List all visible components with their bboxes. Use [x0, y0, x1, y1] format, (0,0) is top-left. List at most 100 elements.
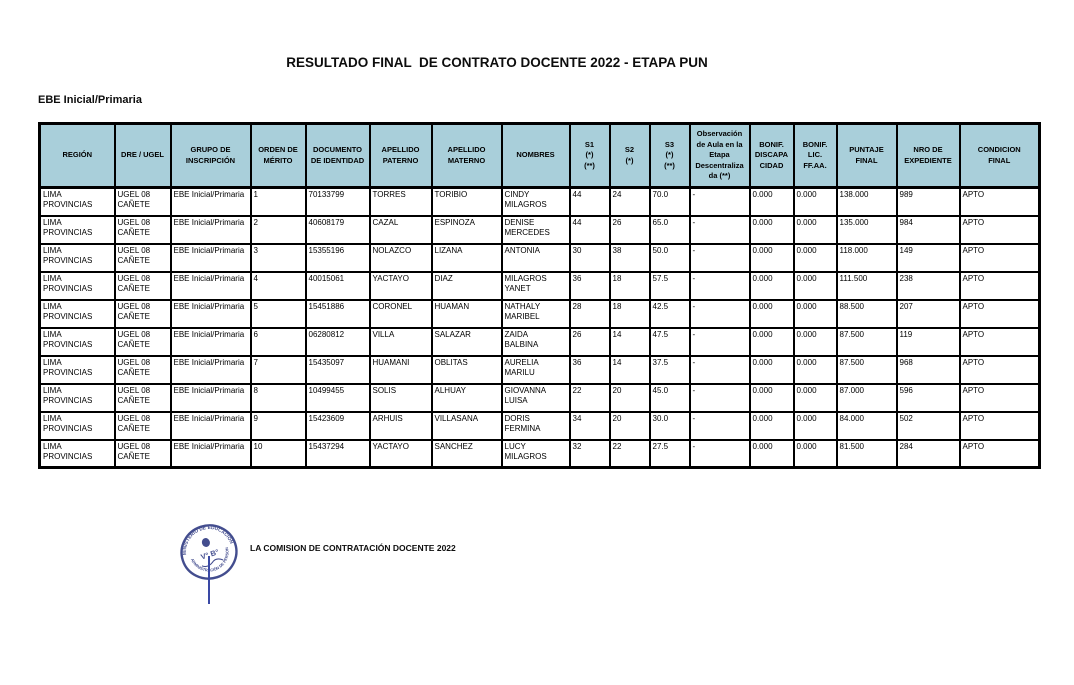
- column-header: BONIF. LIC. FF.AA.: [792, 122, 838, 189]
- seal-signature-squiggle: [201, 558, 224, 568]
- table-cell: 70.0: [648, 186, 691, 217]
- table-cell: DORIS FERMINA: [500, 410, 571, 441]
- table-cell: NOLAZCO: [368, 242, 433, 273]
- header-row: REGIÓN DRE / UGEL GRUPO DE INSCRIPCIÓN ORDE…: [38, 122, 1041, 189]
- table-cell: 40608179: [304, 214, 371, 245]
- column-header: Observación de Aula en la Etapa Descentr…: [688, 122, 751, 189]
- table-cell: 36: [568, 354, 611, 385]
- table-cell: 44: [568, 186, 611, 217]
- table-cell: ESPINOZA: [430, 214, 503, 245]
- table-cell: 14: [608, 326, 651, 357]
- table-cell: 22: [568, 382, 611, 413]
- table-cell: 984: [895, 214, 961, 245]
- table-cell: VILLASANA: [430, 410, 503, 441]
- table-cell: APTO: [958, 354, 1041, 385]
- table-cell: CORONEL: [368, 298, 433, 329]
- table-row: LIMA PROVINCIAS UGEL 08 CAÑETE EBE Inicial…: [38, 354, 1041, 385]
- table-cell: EBE Inicial/Primaria: [169, 438, 252, 469]
- table-cell: LIMA PROVINCIAS: [38, 242, 116, 273]
- table-row: LIMA PROVINCIAS UGEL 08 CAÑETE EBE Inicial…: [38, 382, 1041, 413]
- table-cell: 0.000: [792, 410, 838, 441]
- table-cell: 84.000: [835, 410, 898, 441]
- table-cell: SALAZAR: [430, 326, 503, 357]
- table-cell: -: [688, 382, 751, 413]
- table-cell: 135.000: [835, 214, 898, 245]
- table-cell: 0.000: [792, 298, 838, 329]
- table-cell: EBE Inicial/Primaria: [169, 354, 252, 385]
- table-cell: 18: [608, 270, 651, 301]
- table-row: LIMA PROVINCIAS UGEL 08 CAÑETE EBE Inicial…: [38, 242, 1041, 273]
- table-cell: -: [688, 298, 751, 329]
- table-cell: 28: [568, 298, 611, 329]
- table-cell: YACTAYO: [368, 438, 433, 469]
- table-row: LIMA PROVINCIAS UGEL 08 CAÑETE EBE Inicial…: [38, 298, 1041, 329]
- table-cell: 88.500: [835, 298, 898, 329]
- table-cell: HUAMANI: [368, 354, 433, 385]
- table-cell: 06280812: [304, 326, 371, 357]
- table-cell: 1: [249, 186, 307, 217]
- table-cell: 15423609: [304, 410, 371, 441]
- table-cell: 0.000: [792, 214, 838, 245]
- section-label: EBE Inicial/Primaria: [38, 94, 142, 106]
- column-header: GRUPO DE INSCRIPCIÓN: [169, 122, 252, 189]
- table-cell: 0.000: [748, 186, 795, 217]
- table-cell: 20: [608, 410, 651, 441]
- table-cell: -: [688, 438, 751, 469]
- table-cell: EBE Inicial/Primaria: [169, 382, 252, 413]
- table-cell: EBE Inicial/Primaria: [169, 186, 252, 217]
- table-cell: 0.000: [748, 214, 795, 245]
- table-cell: 47.5: [648, 326, 691, 357]
- table-cell: ALHUAY: [430, 382, 503, 413]
- table-cell: 0.000: [792, 326, 838, 357]
- signature-pen-line: [208, 556, 210, 604]
- column-header: NOMBRES: [500, 122, 571, 189]
- table-cell: 8: [249, 382, 307, 413]
- table-cell: 0.000: [792, 438, 838, 469]
- column-header: S3 (*) (**): [648, 122, 691, 189]
- table-cell: 87.000: [835, 382, 898, 413]
- table-cell: SOLIS: [368, 382, 433, 413]
- table-row: LIMA PROVINCIAS UGEL 08 CAÑETE EBE Inicial…: [38, 410, 1041, 441]
- table-cell: GIOVANNA LUISA: [500, 382, 571, 413]
- table-cell: CAZAL: [368, 214, 433, 245]
- table-cell: ARHUIS: [368, 410, 433, 441]
- table-cell: YACTAYO: [368, 270, 433, 301]
- table-cell: 34: [568, 410, 611, 441]
- table-cell: 118.000: [835, 242, 898, 273]
- table-cell: 30: [568, 242, 611, 273]
- table-cell: CINDY MILAGROS: [500, 186, 571, 217]
- table-cell: 44: [568, 214, 611, 245]
- table-header: REGIÓN DRE / UGEL GRUPO DE INSCRIPCIÓN ORDE…: [38, 122, 1041, 189]
- seal-crest: [201, 538, 210, 547]
- table-cell: 15435097: [304, 354, 371, 385]
- table-cell: APTO: [958, 382, 1041, 413]
- table-cell: 0.000: [748, 354, 795, 385]
- table-cell: APTO: [958, 326, 1041, 357]
- table-cell: DIAZ: [430, 270, 503, 301]
- table-cell: APTO: [958, 242, 1041, 273]
- table-row: LIMA PROVINCIAS UGEL 08 CAÑETE EBE Inicial…: [38, 438, 1041, 469]
- table-cell: APTO: [958, 438, 1041, 469]
- table-cell: 0.000: [748, 438, 795, 469]
- table-cell: 32: [568, 438, 611, 469]
- ministry-seal: MINISTERIO DE EDUCACIÓN ADMINISTRACIÓN D…: [158, 506, 248, 603]
- table-cell: 22: [608, 438, 651, 469]
- table-cell: OBLITAS: [430, 354, 503, 385]
- table-cell: 26: [608, 214, 651, 245]
- table-cell: 0.000: [792, 354, 838, 385]
- table-cell: UGEL 08 CAÑETE: [113, 214, 172, 245]
- table-cell: APTO: [958, 270, 1041, 301]
- column-header: NRO DE EXPEDIENTE: [895, 122, 961, 189]
- column-header: APELLIDO PATERNO: [368, 122, 433, 189]
- table-cell: -: [688, 410, 751, 441]
- column-header: DOCUMENTO DE IDENTIDAD: [304, 122, 371, 189]
- table-cell: VILLA: [368, 326, 433, 357]
- table-cell: TORIBIO: [430, 186, 503, 217]
- table-cell: SANCHEZ: [430, 438, 503, 469]
- table-cell: -: [688, 214, 751, 245]
- table-cell: 284: [895, 438, 961, 469]
- table-cell: -: [688, 354, 751, 385]
- table-cell: APTO: [958, 298, 1041, 329]
- table-cell: 38: [608, 242, 651, 273]
